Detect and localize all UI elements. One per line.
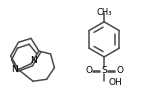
- Text: S: S: [101, 66, 107, 75]
- Text: OH: OH: [108, 78, 122, 87]
- Text: O: O: [85, 66, 92, 75]
- Text: CH₃: CH₃: [96, 8, 112, 17]
- Text: N: N: [30, 56, 36, 65]
- Text: N: N: [11, 65, 18, 74]
- Text: O: O: [116, 66, 123, 75]
